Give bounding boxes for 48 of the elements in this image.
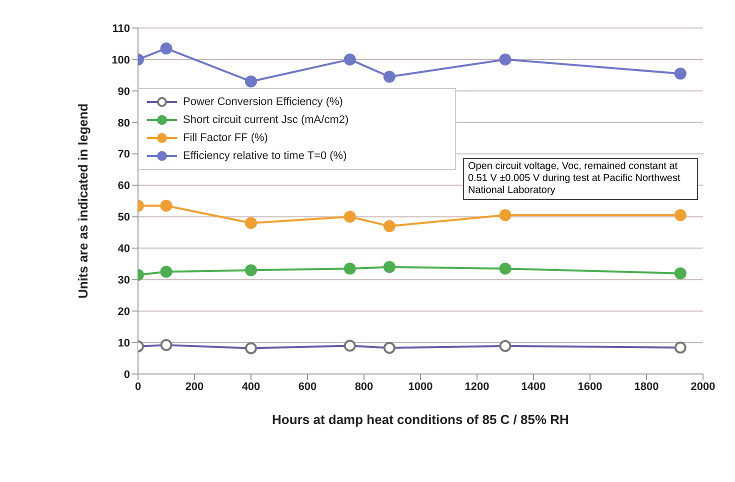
x-tick-label: 1800 xyxy=(634,380,659,393)
point xyxy=(383,70,396,83)
point xyxy=(160,42,172,54)
point xyxy=(245,264,257,276)
y-tick-label: 30 xyxy=(118,274,130,287)
x-tick-label: 800 xyxy=(354,380,374,393)
point xyxy=(499,262,512,275)
y-tick-label: 0 xyxy=(124,368,130,381)
point xyxy=(344,262,356,275)
y-axis-title: Units are as indicated in legend xyxy=(76,103,91,299)
y-tick-label: 60 xyxy=(118,180,130,192)
y-tick-label: 110 xyxy=(112,22,130,35)
legend-label: Efficiency relative to time T=0 (%) xyxy=(183,150,347,162)
y-tick-label: 20 xyxy=(118,306,130,318)
legend-label: Fill Factor FF (%) xyxy=(183,132,268,144)
x-tick-label: 0 xyxy=(134,380,142,393)
x-tick-label: 400 xyxy=(242,380,260,393)
y-tick-label: 80 xyxy=(118,117,130,130)
x-tick-label: 1000 xyxy=(408,380,433,393)
point xyxy=(674,267,686,280)
x-tick-label: 1600 xyxy=(578,380,602,393)
point xyxy=(160,200,172,212)
legend-label: Power Conversion Efficiency (%) xyxy=(183,96,343,108)
point xyxy=(245,217,257,230)
legend-label: Short circuit current Jsc (mA/cm2) xyxy=(183,114,349,126)
x-tick-label: 2000 xyxy=(690,380,716,393)
x-tick-label: 1200 xyxy=(464,380,490,393)
point xyxy=(245,75,257,88)
point xyxy=(499,209,512,222)
y-tick-label: 50 xyxy=(118,212,130,224)
point xyxy=(499,53,512,66)
point xyxy=(160,266,172,278)
point xyxy=(674,68,686,80)
annotation: Open circuit voltage, Voc, remained constant at 0.51 V ±0.005 V during test at Pacific Northwest National Laboratory xyxy=(463,158,698,200)
y-tick-label: 10 xyxy=(118,337,130,350)
point xyxy=(383,261,396,274)
x-tick-label: 200 xyxy=(185,380,204,393)
y-tick-label: 70 xyxy=(118,148,130,161)
point xyxy=(674,209,686,222)
x-axis-title: Hours at damp heat conditions of 85 C / 85% RH xyxy=(272,412,569,427)
point xyxy=(344,53,356,66)
point xyxy=(344,210,356,223)
point xyxy=(383,220,396,232)
x-tick-label: 600 xyxy=(298,380,317,393)
y-tick-label: 100 xyxy=(112,54,130,66)
y-tick-label: 40 xyxy=(118,243,130,256)
x-tick-label: 1400 xyxy=(521,380,546,393)
y-tick-label: 90 xyxy=(118,86,130,98)
